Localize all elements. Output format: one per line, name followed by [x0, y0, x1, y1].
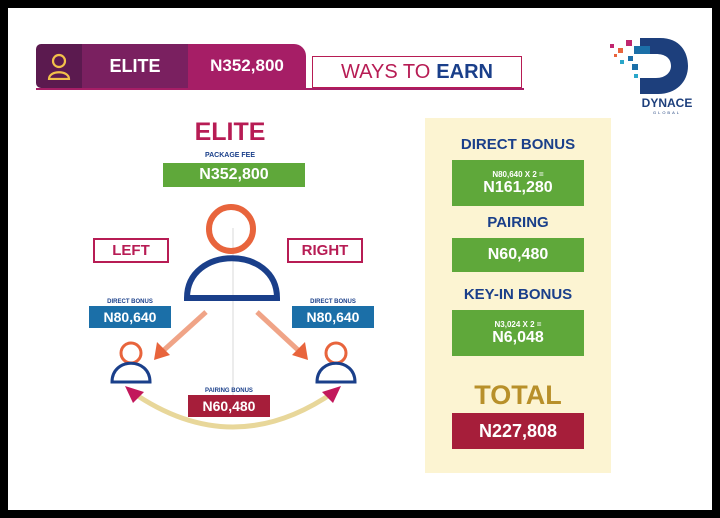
pairing-box: N60,480 [452, 238, 584, 272]
package-fee-label: PACKAGE FEE [204, 152, 256, 159]
left-arrow [154, 310, 208, 360]
header-underline [36, 88, 524, 90]
pairing-bonus-value: N60,480 [188, 395, 270, 417]
total-title: TOTAL [474, 380, 562, 410]
direct-bonus-title: DIRECT BONUS [460, 136, 576, 153]
key-in-bonus-calc: N3,024 X 2 = [494, 319, 542, 329]
user-icon-tile [36, 44, 82, 88]
main-person-icon [183, 204, 281, 301]
right-person-icon [315, 341, 357, 384]
pairing-bonus-label: PAIRING BONUS [205, 388, 253, 394]
package-name: ELITE [82, 44, 188, 88]
right-leg-label: RIGHT [287, 238, 363, 263]
diagram-title: ELITE [194, 118, 266, 146]
key-in-bonus-box: N3,024 X 2 = N6,048 [452, 310, 584, 356]
left-direct-bonus-value: N80,640 [89, 306, 171, 328]
pairing-arc [125, 386, 341, 430]
key-in-bonus-title: KEY-IN BONUS [463, 286, 573, 303]
right-arrow [255, 310, 308, 360]
logo-subtitle: GLOBAL [652, 110, 681, 115]
right-direct-bonus-label: DIRECT BONUS [310, 299, 356, 305]
dynace-logo [610, 38, 688, 94]
direct-bonus-box: N80,640 X 2 = N161,280 [452, 160, 584, 206]
pairing-title: PAIRING [487, 214, 549, 231]
right-direct-bonus-value: N80,640 [292, 306, 374, 328]
total-value: N227,808 [452, 413, 584, 449]
user-icon [47, 53, 71, 80]
earn-text: EARN [436, 60, 493, 83]
left-leg-label: LEFT [93, 238, 169, 263]
logo-name: DYNACE [641, 96, 693, 110]
package-fee-value: N352,800 [163, 163, 305, 187]
ways-to-text: WAYS TO [341, 60, 431, 83]
left-direct-bonus-label: DIRECT BONUS [107, 299, 153, 305]
ways-to-earn-banner: WAYS TO EARN [312, 56, 522, 88]
package-price: N352,800 [188, 44, 306, 88]
key-in-bonus-total: N6,048 [492, 328, 544, 346]
left-person-icon [110, 341, 152, 384]
direct-bonus-calc: N80,640 X 2 = [492, 169, 544, 179]
pairing-total: N60,480 [487, 246, 549, 263]
direct-bonus-total: N161,280 [483, 178, 553, 196]
